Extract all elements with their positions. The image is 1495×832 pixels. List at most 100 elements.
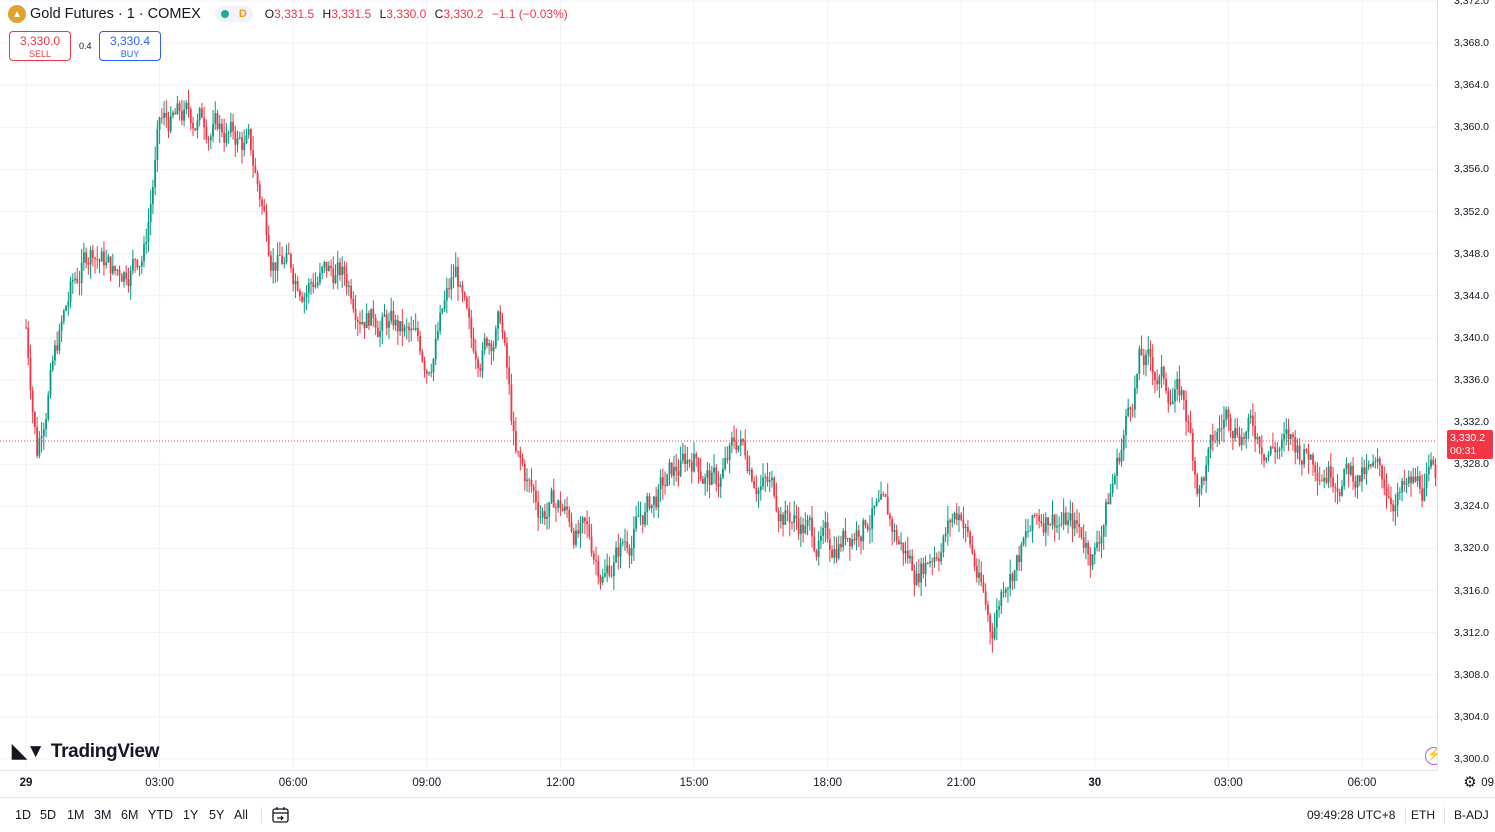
candle-body — [1254, 425, 1257, 440]
candle-body — [1073, 520, 1076, 529]
market-status[interactable]: D — [214, 6, 253, 22]
candle-body — [566, 506, 568, 510]
candle-body — [1307, 451, 1310, 460]
candle-body — [452, 277, 455, 278]
candle-body — [555, 507, 557, 509]
candle-body — [777, 510, 780, 522]
candle-body — [307, 283, 310, 293]
candle-body — [791, 522, 793, 524]
candle-body — [514, 431, 517, 452]
candle-body — [474, 351, 477, 360]
candle-body — [1198, 488, 1201, 494]
candle-body — [1398, 492, 1401, 494]
open-label: O — [264, 7, 275, 21]
toolbar-divider — [1405, 807, 1406, 823]
candle-body — [1029, 530, 1032, 532]
candle-body — [668, 462, 671, 475]
candle-body — [1194, 460, 1196, 475]
candle-body — [799, 524, 802, 534]
candle-body — [650, 504, 653, 509]
candle-body — [699, 471, 702, 479]
candle-body — [408, 326, 410, 331]
candle-body — [441, 308, 444, 313]
candle-body — [298, 290, 301, 297]
clock-timezone[interactable]: 09:49:28 UTC+8 — [1307, 808, 1396, 822]
spread-value: 0.4 — [79, 41, 92, 51]
candle-body — [521, 457, 524, 464]
time-tick-label: 21:00 — [946, 777, 976, 789]
candle-body — [96, 258, 99, 261]
symbol-title[interactable]: Gold Futures · 1 · COMEX — [30, 6, 201, 22]
range-button-all[interactable]: All — [234, 808, 248, 822]
time-axis[interactable]: 29 03:00 06:00 09:00 12:00 15:00 18:00 21:00 30 0… — [0, 770, 1495, 796]
candle-body — [143, 243, 145, 262]
candle-body — [677, 470, 680, 476]
chart-settings-gear-icon[interactable]: ⚙ — [1463, 774, 1477, 791]
range-button-5d[interactable]: 5D — [40, 808, 56, 822]
candle-body — [118, 269, 121, 276]
candle-body — [904, 550, 907, 554]
range-button-3m[interactable]: 3M — [94, 808, 112, 822]
range-button-1y[interactable]: 1Y — [183, 808, 199, 822]
candle-body — [1096, 542, 1098, 548]
candle-body — [597, 561, 600, 577]
range-button-ytd[interactable]: YTD — [148, 808, 173, 822]
price-tick-label: 3,316.0 — [1453, 584, 1489, 597]
candle-body — [209, 136, 212, 140]
price-axis[interactable]: 3,372.0 3,368.0 3,364.0 3,360.0 3,356.0 3,352… — [1437, 0, 1495, 770]
price-tick-label: 3,304.0 — [1453, 710, 1489, 723]
candle-body — [1067, 520, 1069, 525]
candle-body — [637, 515, 640, 518]
candle-body — [1076, 520, 1078, 524]
candle-body — [416, 327, 419, 337]
candle-body — [1276, 450, 1279, 453]
candle-body — [1383, 479, 1386, 488]
candle-body — [363, 321, 366, 329]
candle-body — [91, 250, 94, 258]
tradingview-logo[interactable]: ◣▼ TradingView — [12, 740, 159, 763]
candle-body — [550, 490, 553, 503]
candle-body — [563, 506, 566, 511]
adjustment-toggle[interactable]: B-ADJ — [1454, 808, 1489, 822]
candle-body — [559, 500, 562, 508]
candle-body — [82, 252, 85, 263]
candle-body — [49, 369, 52, 396]
candle-body — [1407, 476, 1410, 484]
time-tick-label: 15:00 — [679, 777, 709, 789]
candle-body — [1225, 409, 1228, 420]
candle-body — [655, 496, 658, 508]
candle-body — [225, 133, 228, 143]
bottom-toolbar: 1D 5D 1M 3M 6M YTD 1Y 5Y All 09:49:28 UT… — [0, 797, 1495, 832]
chart-pane[interactable] — [0, 0, 1437, 770]
range-button-6m[interactable]: 6M — [121, 808, 139, 822]
candle-body — [341, 266, 344, 276]
sell-button[interactable]: 3,330.0 SELL — [9, 31, 71, 61]
candle-body — [715, 467, 718, 485]
buy-button[interactable]: 3,330.4 BUY — [99, 31, 161, 61]
candle-body — [89, 250, 92, 265]
candle-body — [917, 573, 920, 583]
range-button-5y[interactable]: 5Y — [209, 808, 225, 822]
session-toggle[interactable]: ETH — [1411, 808, 1435, 822]
candle-body — [1200, 477, 1203, 489]
candle-body — [675, 466, 678, 471]
candle-body — [169, 115, 172, 132]
candle-body — [1390, 498, 1392, 505]
candle-body — [506, 343, 508, 368]
candle-body — [786, 510, 789, 513]
range-button-1d[interactable]: 1D — [15, 808, 31, 822]
candle-body — [1274, 446, 1277, 453]
candlestick-chart[interactable] — [0, 0, 1437, 770]
candle-body — [194, 128, 197, 131]
candle-body — [459, 285, 462, 287]
candle-body — [1231, 430, 1234, 439]
calendar-goto-icon[interactable] — [271, 806, 291, 824]
candle-body — [432, 359, 435, 373]
candle-body — [243, 143, 246, 150]
candle-body — [1098, 542, 1101, 544]
candle-body — [632, 528, 635, 548]
candle-body — [1042, 523, 1045, 533]
range-button-1m[interactable]: 1M — [67, 808, 85, 822]
price-tick-label: 3,364.0 — [1453, 79, 1489, 92]
candle-body — [1314, 464, 1317, 473]
